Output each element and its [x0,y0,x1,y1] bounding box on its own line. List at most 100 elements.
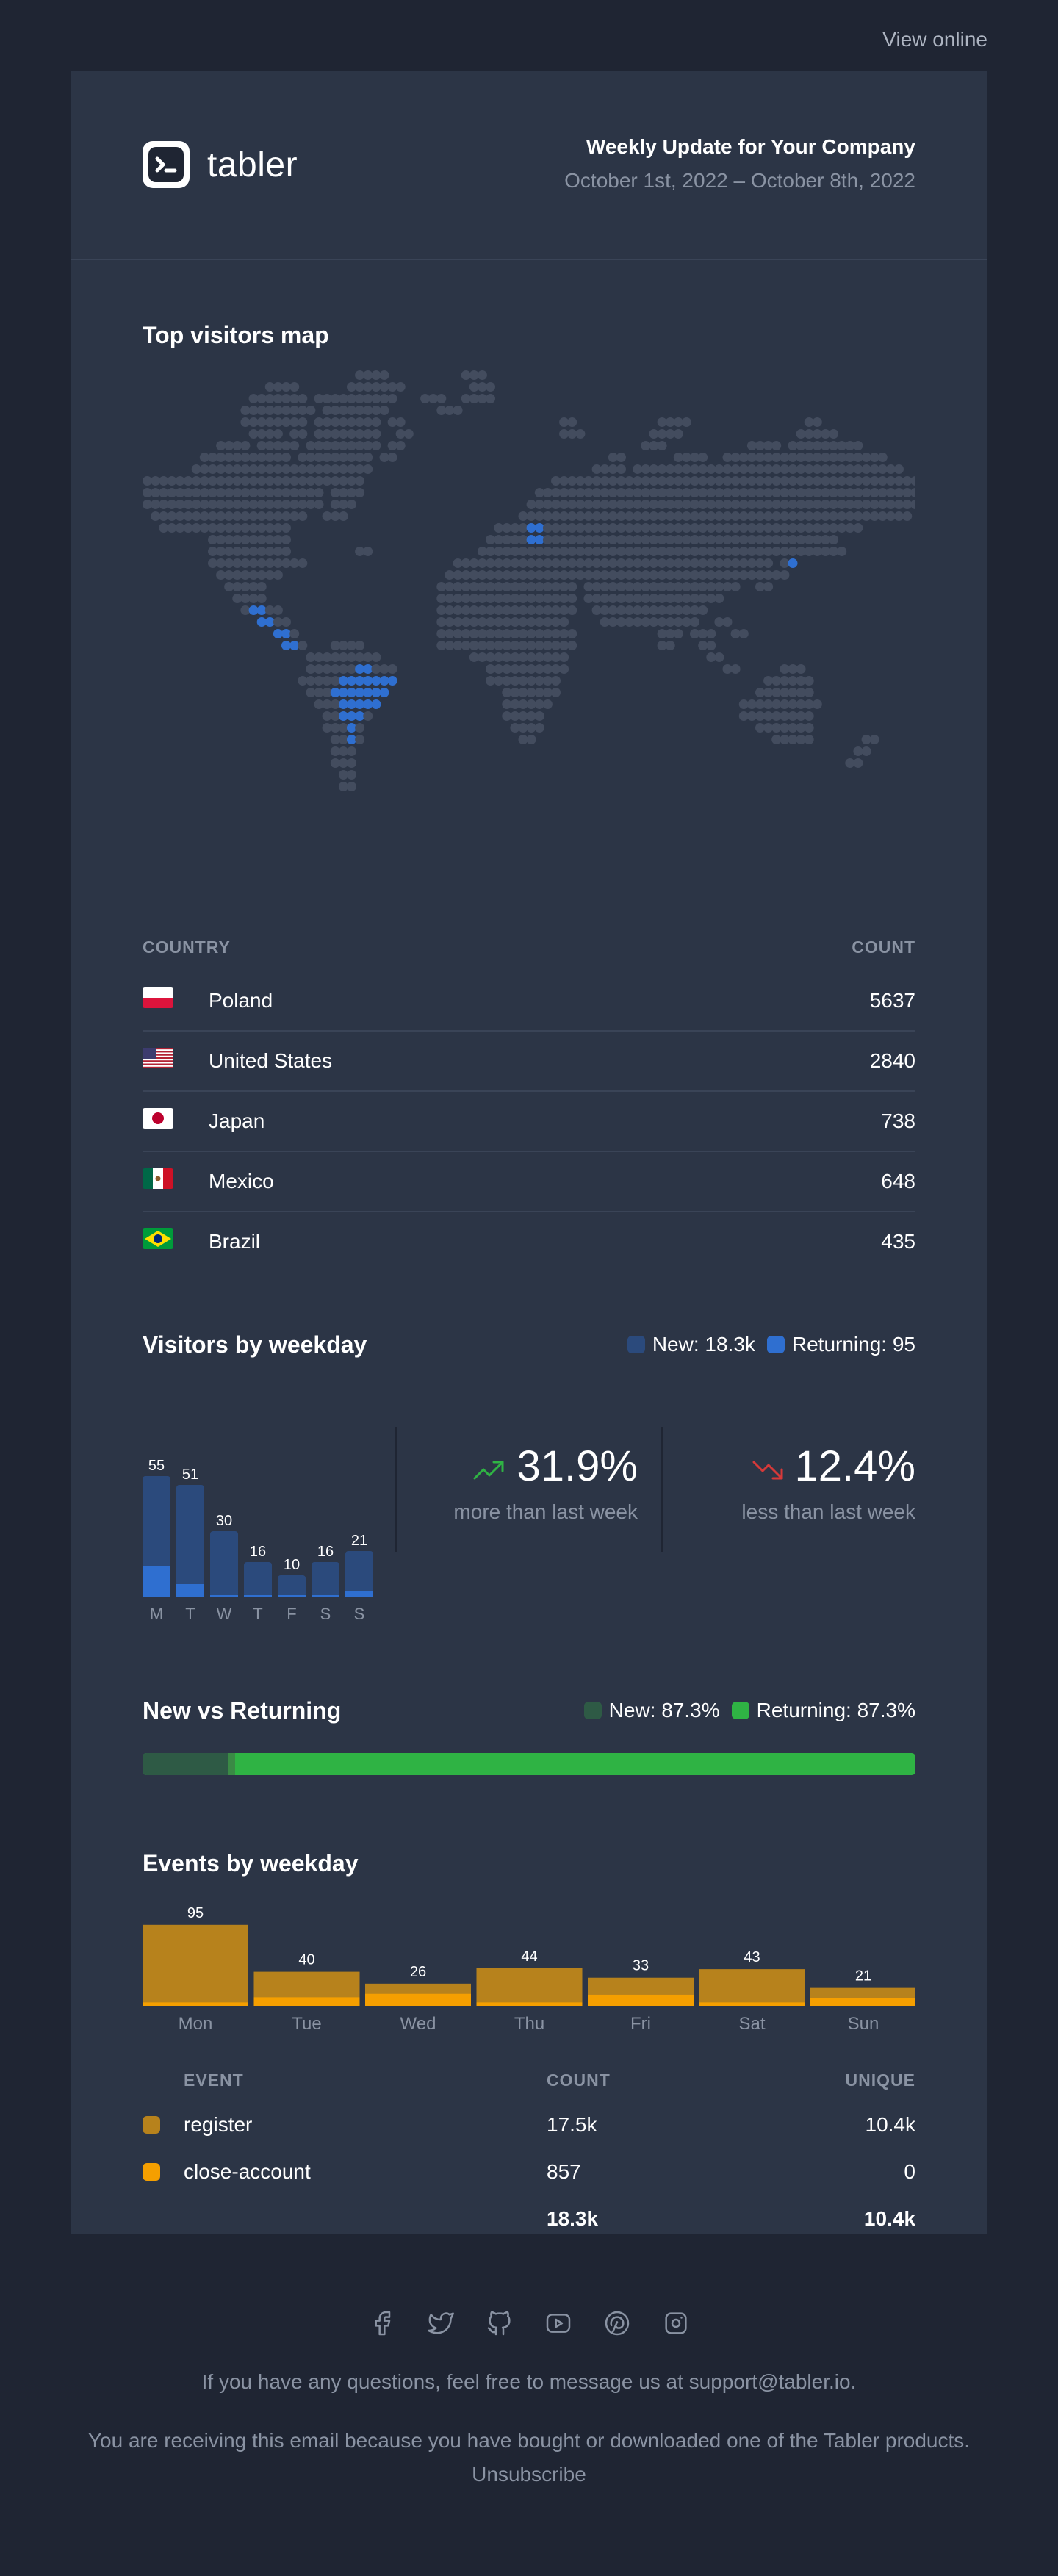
map-dot [256,523,267,533]
map-dot [289,394,300,403]
map-dot [542,676,553,686]
map-dot [469,582,479,591]
map-dot [526,500,536,509]
map-dot [248,523,259,533]
map-dot [665,488,675,497]
map-dot [600,500,610,509]
events-tick-label: Sat [738,2014,765,2034]
map-dot [690,594,699,603]
map-dot [853,476,863,486]
map-dot [240,558,251,568]
map-dot [812,500,822,509]
github-icon[interactable] [485,2309,514,2338]
instagram-icon[interactable] [661,2309,691,2338]
map-dot [796,523,806,533]
map-dot [722,582,733,591]
map-dot [796,547,806,556]
map-dot [673,617,683,627]
map-dot [657,558,667,568]
map-dot [714,535,724,544]
map-dot [494,605,504,615]
map-dot [403,429,414,439]
map-dot [821,441,830,450]
unique-column-header: UNIQUE [845,2070,915,2090]
map-dot [771,453,782,462]
map-dot [338,746,348,756]
map-dot [625,476,635,486]
map-dot [804,453,814,462]
map-dot [371,699,381,709]
map-dot [363,382,373,392]
map-dot [248,464,259,474]
map-dot [730,500,741,509]
map-dot [314,441,324,450]
map-dot [780,511,790,521]
map-dot [330,652,340,662]
unsubscribe-link[interactable]: Unsubscribe [472,2463,586,2486]
map-dot [877,476,888,486]
map-dot [780,453,790,462]
twitter-icon[interactable] [426,2309,456,2338]
map-dot [216,500,226,509]
facebook-icon[interactable] [367,2309,397,2338]
map-dot [486,629,495,638]
map-dot [649,523,659,533]
map-dot [665,476,675,486]
youtube-icon[interactable] [544,2309,573,2338]
map-dot [746,547,757,556]
map-dot [681,500,691,509]
map-dot [330,688,340,697]
map-dot [649,582,659,591]
map-dot [363,394,373,403]
map-dot [371,382,381,392]
brazil-flag-icon [143,1228,173,1249]
map-dot [199,523,209,533]
pinterest-icon[interactable] [602,2309,632,2338]
map-dot [706,641,716,650]
map-dot [248,453,259,462]
map-dot [591,476,602,486]
map-dot [829,453,839,462]
map-dot [796,476,806,486]
map-dot [746,535,757,544]
map-dot [869,453,879,462]
map-dot [673,570,683,580]
map-dot [338,735,348,744]
map-dot [591,511,602,521]
map-dot [526,511,536,521]
map-dot [771,735,782,744]
map-dot [306,688,316,697]
map-dot [641,617,651,627]
map-dot [600,488,610,497]
map-dot [812,523,822,533]
map-dot [224,523,234,533]
map-dot [363,676,373,686]
map-dot [477,652,487,662]
map-dot [256,582,267,591]
map-dot [763,699,774,709]
map-dot [281,394,291,403]
map-dot [837,464,847,474]
map-dot [510,688,520,697]
brand-logo[interactable]: tabler [143,141,298,188]
map-dot [510,723,520,733]
map-dot [608,453,618,462]
map-dot [559,629,569,638]
map-dot [542,594,553,603]
view-online-link[interactable]: View online [882,28,987,51]
map-dot [641,582,651,591]
map-dot [706,535,716,544]
map-dot [232,441,242,450]
map-dot [885,511,896,521]
map-dot [567,547,577,556]
map-dot [216,535,226,544]
map-dot [232,558,242,568]
map-dot [510,582,520,591]
map-dot [314,394,324,403]
map-dot [273,476,283,486]
events-bar-value: 95 [187,1905,204,1921]
map-dot [730,547,741,556]
map-dot [224,441,234,450]
map-dot [722,523,733,533]
map-dot [248,394,259,403]
